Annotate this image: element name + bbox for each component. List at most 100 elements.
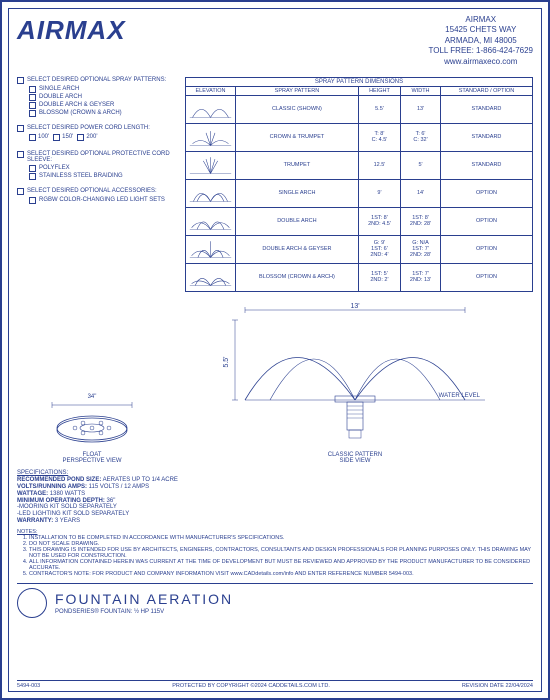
pattern-width: G: N/A 1ST: 7' 2ND: 28' [401, 235, 441, 263]
option-item: 200' [77, 134, 97, 141]
pattern-so: OPTION [440, 179, 532, 207]
option-item: POLYFLEX [29, 165, 177, 172]
note-item: ALL INFORMATION CONTAINED HEREIN WAS CUR… [29, 559, 533, 571]
pattern-width: T: 6' C: 32' [401, 123, 441, 151]
table-row: SINGLE ARCH9'14'OPTION [186, 179, 533, 207]
spec-line: -MOORING KIT SOLD SEPARATELY [17, 504, 533, 511]
revision-circle-icon [17, 588, 47, 618]
checkbox-icon[interactable] [17, 188, 24, 195]
opt-title: SELECT DESIRED OPTIONAL PROTECTIVE CORD … [27, 151, 177, 163]
opt-cord-length: SELECT DESIRED POWER CORD LENGTH: 100'15… [17, 125, 177, 143]
checkbox-icon[interactable] [17, 151, 24, 158]
pattern-height: G: 9' 1ST: 6' 2ND: 4' [358, 235, 400, 263]
pattern-so: OPTION [440, 207, 532, 235]
float-perspective-view: 34" FLOAT PERSPECTIVE VIEW [17, 394, 167, 464]
company-tollfree: TOLL FREE: 1-866-424-7629 [428, 46, 533, 56]
checkbox-icon[interactable] [29, 86, 36, 93]
notes: NOTES: INSTALLATION TO BE COMPLETED IN A… [17, 529, 533, 577]
checkbox-icon[interactable] [29, 173, 36, 180]
specs-heading: SPECIFICATIONS: [17, 470, 68, 476]
pattern-width: 14' [401, 179, 441, 207]
opt-title: SELECT DESIRED OPTIONAL SPRAY PATTERNS: [27, 77, 166, 83]
pattern-height: 5.5' [358, 95, 400, 123]
side-width-label: 13' [350, 303, 359, 310]
option-label: 200' [86, 134, 97, 140]
table-row: DOUBLE ARCH & GEYSERG: 9' 1ST: 6' 2ND: 4… [186, 235, 533, 263]
pattern-so: STANDARD [440, 151, 532, 179]
pattern-height: T: 8' C: 4.5' [358, 123, 400, 151]
header: AIRMAX AIRMAX 15425 CHETS WAY ARMADA, MI… [17, 15, 533, 67]
pattern-width: 1ST: 8' 2ND: 28' [401, 207, 441, 235]
company-addr2: ARMADA, MI 48005 [428, 36, 533, 46]
float-diagram [47, 400, 137, 450]
option-label: RGBW COLOR-CHANGING LED LIGHT SETS [39, 197, 165, 203]
top-content: SELECT DESIRED OPTIONAL SPRAY PATTERNS: … [17, 77, 533, 292]
spec-line: RECOMMENDED POND SIZE: AERATES UP TO 1/4… [17, 477, 533, 484]
spray-pattern-table: SPRAY PATTERN DIMENSIONS ELEVATIONSPRAY … [185, 77, 533, 292]
checkbox-icon[interactable] [29, 94, 36, 101]
option-label: DOUBLE ARCH [39, 94, 82, 100]
elevation-cell [186, 95, 236, 123]
checkbox-icon[interactable] [29, 134, 36, 141]
spec-line: WARRANTY: 3 YEARS [17, 518, 533, 525]
company-info: AIRMAX 15425 CHETS WAY ARMADA, MI 48005 … [428, 15, 533, 67]
pattern-so: STANDARD [440, 123, 532, 151]
option-item: BLOSSOM (CROWN & ARCH) [29, 110, 177, 117]
company-addr1: 15425 CHETS WAY [428, 25, 533, 35]
revision-date: REVISION DATE 22/04/2024 [462, 683, 533, 689]
option-label: DOUBLE ARCH & GEYSER [39, 102, 114, 108]
checkbox-icon[interactable] [17, 77, 24, 84]
float-label: FLOAT PERSPECTIVE VIEW [17, 452, 167, 464]
opt-spray-patterns: SELECT DESIRED OPTIONAL SPRAY PATTERNS: … [17, 77, 177, 117]
table-header: ELEVATION [186, 86, 236, 95]
elevation-cell [186, 207, 236, 235]
pattern-name: SINGLE ARCH [236, 179, 359, 207]
pattern-name: CROWN & TRUMPET [236, 123, 359, 151]
pattern-name: BLOSSOM (CROWN & ARCH) [236, 263, 359, 291]
title-block: FOUNTAIN AERATION PONDSERIES® FOUNTAIN: … [17, 583, 533, 618]
footer: 5494-003 PROTECTED BY COPYRIGHT ©2024 CA… [17, 680, 533, 689]
table-row: BLOSSOM (CROWN & ARCH)1ST: 5' 2ND: 2'1ST… [186, 263, 533, 291]
table-header: WIDTH [401, 86, 441, 95]
option-item: SINGLE ARCH [29, 86, 177, 93]
pattern-width: 13' [401, 95, 441, 123]
pattern-name: CLASSIC (SHOWN) [236, 95, 359, 123]
elevation-cell [186, 123, 236, 151]
classic-side-view: 13' 5.5' WATER LEVEL [177, 300, 533, 464]
checkbox-icon[interactable] [29, 165, 36, 172]
pattern-so: STANDARD [440, 95, 532, 123]
option-label: STAINLESS STEEL BRAIDING [39, 173, 123, 179]
pattern-width: 1ST: 7' 2ND: 13' [401, 263, 441, 291]
checkbox-icon[interactable] [77, 134, 84, 141]
ref-number: 5494-003 [17, 683, 40, 689]
drawing-title: FOUNTAIN AERATION [55, 591, 233, 607]
pattern-height: 9' [358, 179, 400, 207]
table-row: TRUMPET12.5'5'STANDARD [186, 151, 533, 179]
option-item: 100' [29, 134, 49, 141]
spec-line: WATTAGE: 1380 WATTS [17, 491, 533, 498]
note-item: CONTRACTOR'S NOTE: FOR PRODUCT AND COMPA… [29, 571, 533, 577]
company-name: AIRMAX [428, 15, 533, 25]
checkbox-icon[interactable] [29, 102, 36, 109]
elevation-cell [186, 263, 236, 291]
table-row: DOUBLE ARCH1ST: 8' 2ND: 4.5'1ST: 8' 2ND:… [186, 207, 533, 235]
opt-accessories: SELECT DESIRED OPTIONAL ACCESSORIES: RGB… [17, 188, 177, 204]
spec-line: VOLTS/RUNNING AMPS: 115 VOLTS / 12 AMPS [17, 484, 533, 491]
checkbox-icon[interactable] [53, 134, 60, 141]
drawing-subtitle: PONDSERIES® FOUNTAIN: ½ HP 115V [55, 609, 233, 615]
elevation-cell [186, 151, 236, 179]
water-level-label: WATER LEVEL [439, 393, 481, 399]
table-row: CLASSIC (SHOWN)5.5'13'STANDARD [186, 95, 533, 123]
checkbox-icon[interactable] [29, 197, 36, 204]
opt-title: SELECT DESIRED POWER CORD LENGTH: [27, 125, 150, 131]
option-item: STAINLESS STEEL BRAIDING [29, 173, 177, 180]
opt-sleeve: SELECT DESIRED OPTIONAL PROTECTIVE CORD … [17, 151, 177, 180]
company-website: www.airmaxeco.com [428, 57, 533, 67]
option-item: DOUBLE ARCH & GEYSER [29, 102, 177, 109]
option-item: RGBW COLOR-CHANGING LED LIGHT SETS [29, 197, 177, 204]
checkbox-icon[interactable] [17, 125, 24, 132]
elevation-cell [186, 179, 236, 207]
option-label: 100' [38, 134, 49, 140]
checkbox-icon[interactable] [29, 110, 36, 117]
pattern-name: DOUBLE ARCH & GEYSER [236, 235, 359, 263]
